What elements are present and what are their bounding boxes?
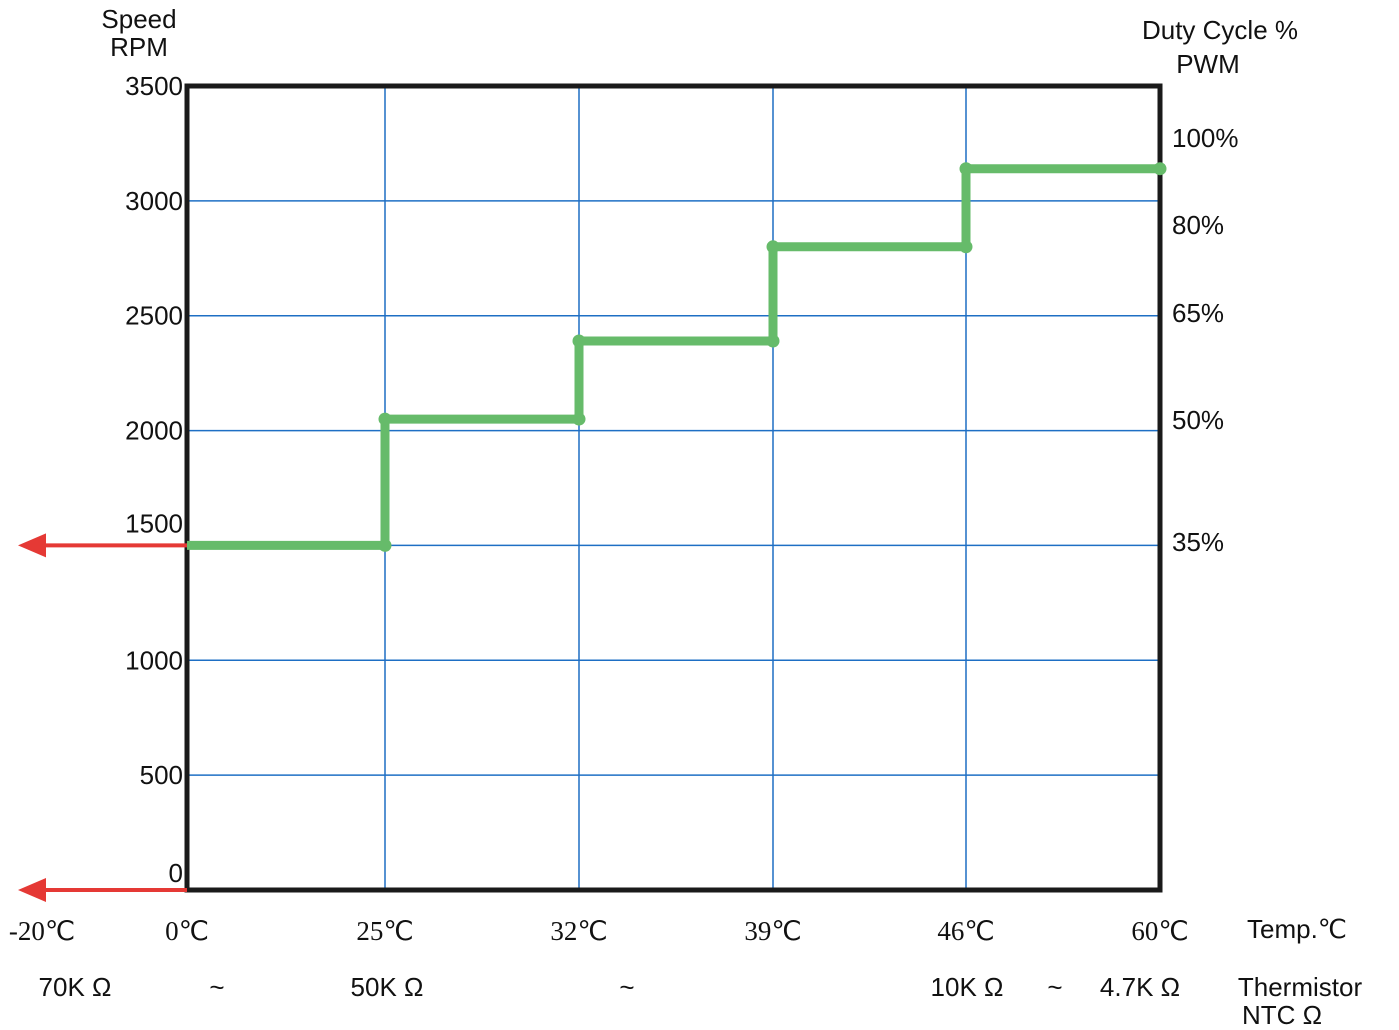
x-tick-label: 46℃: [937, 916, 994, 946]
thermistor-title: Thermistor: [1238, 972, 1363, 1002]
y-tick-label: 500: [140, 760, 183, 790]
x-tick-label: -20℃: [9, 916, 75, 946]
data-point: [959, 240, 973, 254]
y-tick-label: 1000: [125, 645, 183, 675]
data-point: [572, 334, 586, 348]
range-tilde: ~: [209, 972, 224, 1002]
x-tick-label: 39℃: [744, 916, 801, 946]
series-line: [187, 164, 1160, 550]
y-tick-label: 2000: [125, 416, 183, 446]
data-point: [766, 240, 780, 254]
thermistor-value: 10K Ω: [931, 972, 1004, 1002]
thermistor-value: 70K Ω: [39, 972, 112, 1002]
thermistor-value: 4.7K Ω: [1100, 972, 1180, 1002]
y-tick-label: 1500: [125, 508, 183, 538]
x-axis-title: Temp.℃: [1247, 914, 1347, 944]
data-point: [378, 538, 392, 552]
x-tick-label: 32℃: [550, 916, 607, 946]
duty-cycle-label: 80%: [1172, 210, 1224, 240]
data-point: [959, 162, 973, 176]
range-tilde: ~: [619, 972, 634, 1002]
x-tick-label: 25℃: [356, 916, 413, 946]
y-tick-label: 3000: [125, 186, 183, 216]
x-tick-label: 0℃: [165, 916, 209, 946]
y-tick-label: 2500: [125, 301, 183, 331]
duty-cycle-label: 35%: [1172, 527, 1224, 557]
data-point: [766, 334, 780, 348]
duty-cycle-label: 50%: [1172, 405, 1224, 435]
right-axis-title: Duty Cycle %: [1142, 15, 1298, 45]
y-tick-label: 0: [169, 858, 183, 888]
arrow-head: [18, 878, 46, 902]
y-tick-label: 3500: [125, 71, 183, 101]
data-point: [378, 412, 392, 426]
thermistor-unit: NTC Ω: [1242, 1000, 1322, 1030]
range-tilde: ~: [1047, 972, 1062, 1002]
arrow-head: [18, 533, 46, 558]
data-point: [572, 412, 586, 426]
grid: [187, 86, 1160, 890]
thermistor-value: 50K Ω: [351, 972, 424, 1002]
arrow-layer: [18, 533, 187, 902]
left-axis-unit: RPM: [110, 32, 168, 62]
data-point: [1153, 162, 1167, 176]
duty-cycle-label: 65%: [1172, 298, 1224, 328]
duty-cycle-label: 100%: [1172, 123, 1239, 153]
left-axis-title: Speed: [101, 4, 176, 34]
x-tick-label: 60℃: [1131, 916, 1188, 946]
plot-frame: [184, 83, 1163, 893]
series-layer: [187, 162, 1167, 552]
right-axis-unit: PWM: [1176, 49, 1240, 79]
